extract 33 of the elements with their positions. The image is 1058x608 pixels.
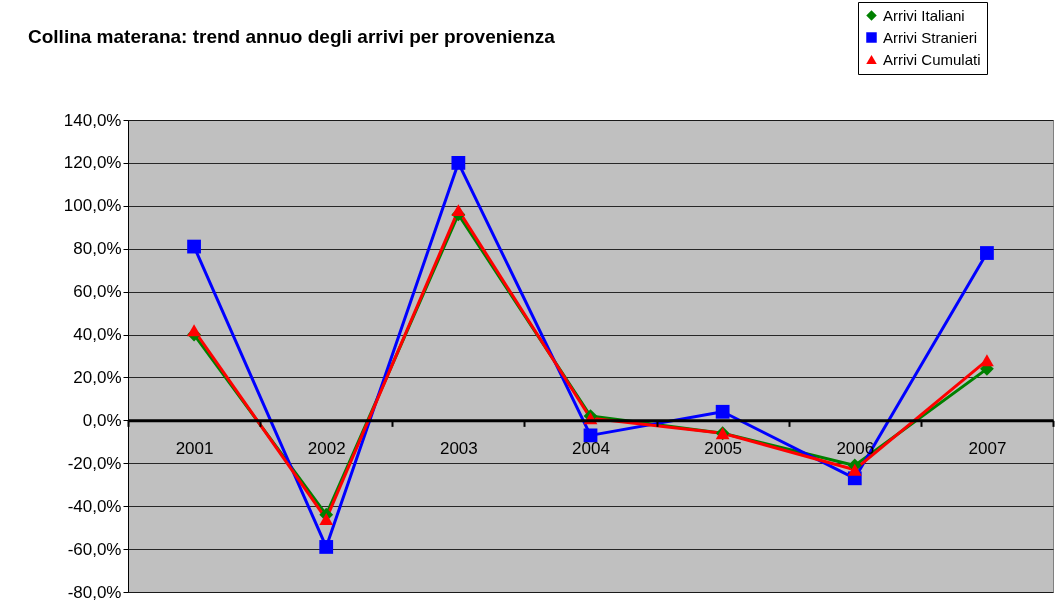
point	[715, 404, 730, 419]
x-tick-label: 2005	[704, 438, 743, 458]
y-tick-label: 60,0%	[73, 282, 122, 302]
point	[847, 463, 862, 476]
point	[980, 246, 994, 260]
point	[451, 156, 466, 170]
legend-label: Arrivi Cumulati	[883, 50, 981, 68]
y-tick-label: 120,0%	[63, 153, 122, 173]
y-tick-label: 80,0%	[73, 239, 122, 259]
x-tick-label: 2003	[439, 438, 478, 458]
point	[187, 324, 201, 337]
y-tick-label: -20,0%	[67, 453, 122, 473]
x-tick-label: 2002	[307, 438, 346, 458]
point	[583, 428, 598, 443]
y-tick-label: 40,0%	[73, 325, 122, 345]
legend-label: Arrivi Italiani	[883, 6, 965, 24]
chart-title: Collina materana: trend annuo degli arrivi per provenienza	[28, 26, 555, 48]
point	[451, 204, 466, 217]
point	[319, 513, 334, 526]
x-tick-label: 2001	[175, 438, 214, 458]
x-tick-label: 2007	[968, 438, 1007, 458]
y-tick-label: 20,0%	[73, 367, 122, 387]
y-tick-label: 100,0%	[63, 196, 122, 216]
point	[980, 354, 994, 367]
point	[187, 239, 201, 254]
y-tick-label: 0,0%	[82, 410, 122, 430]
legend-label: Arrivi Stranieri	[883, 28, 978, 46]
x-tick-label: 2004	[572, 438, 610, 458]
y-tick-label: -60,0%	[67, 539, 122, 559]
point	[319, 540, 334, 554]
y-tick-label: -80,0%	[67, 582, 122, 602]
y-tick-label: -40,0%	[67, 496, 122, 516]
y-tick-label: 140,0%	[63, 110, 122, 130]
